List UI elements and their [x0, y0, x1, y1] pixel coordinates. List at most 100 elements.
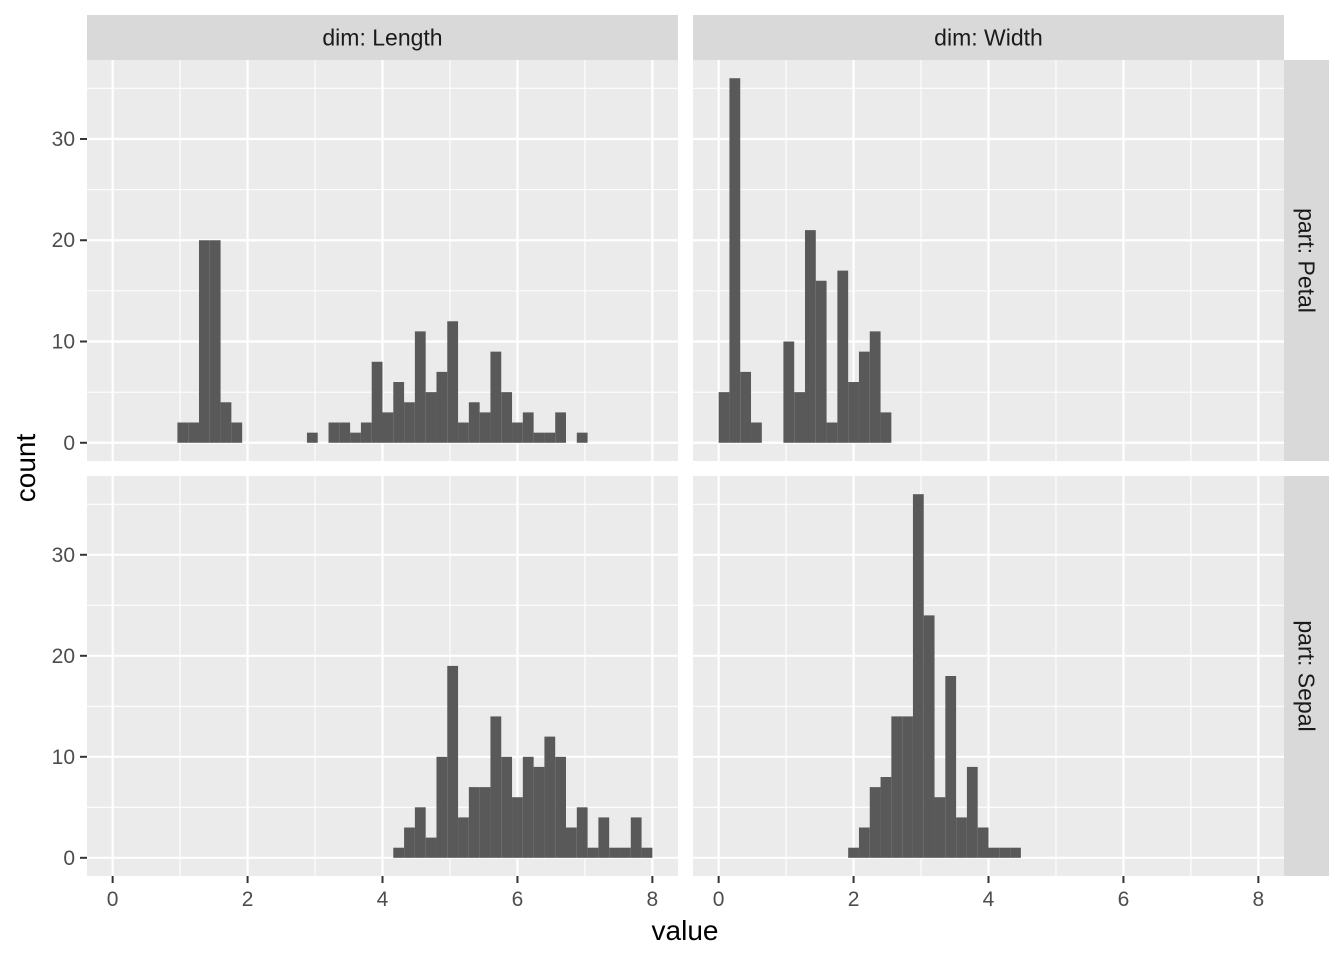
strips-layer: dim: Length dim: Width part: Petal part: Se…: [87, 15, 1329, 876]
strip-column-label: dim: Length: [322, 25, 442, 51]
histogram-bar: [220, 402, 232, 443]
x-tick-label: 8: [647, 888, 659, 911]
histogram-bar: [858, 827, 870, 858]
strip-row-label: part: Sepal: [1294, 620, 1320, 731]
histogram-bar: [393, 847, 405, 858]
histogram-bar: [501, 392, 513, 443]
histogram-bar: [425, 392, 437, 443]
y-tick-label: 20: [52, 645, 75, 668]
histogram-bar: [522, 756, 534, 858]
strip-row-background: [1284, 60, 1329, 461]
histogram-bar: [880, 412, 892, 443]
histogram-bar: [458, 422, 469, 443]
y-tick-label: 10: [52, 746, 75, 769]
x-tick-label: 0: [713, 888, 725, 911]
histogram-bar: [804, 230, 816, 443]
x-tick-label: 8: [1253, 888, 1265, 911]
panel-1-0: [693, 60, 1284, 461]
histogram-bar: [555, 412, 567, 443]
y-tick-label: 20: [52, 229, 75, 252]
histogram-bar: [512, 422, 523, 443]
y-tick-label: 0: [63, 847, 75, 870]
histogram-bar: [977, 827, 989, 858]
histogram-bar: [177, 422, 189, 443]
histogram-bar: [988, 847, 1000, 858]
histogram-bar: [522, 412, 534, 443]
histogram-bar: [544, 736, 556, 858]
histogram-bar: [576, 807, 588, 858]
histogram-bar: [826, 422, 838, 443]
histogram-bar: [794, 392, 805, 443]
histogram-bar: [447, 665, 459, 858]
histogram-bar: [468, 787, 480, 858]
histogram-bar: [436, 371, 448, 443]
histogram-bar: [740, 371, 752, 443]
histogram-bar: [783, 341, 795, 443]
histogram-bar: [880, 777, 892, 858]
histogram-bar: [393, 382, 405, 443]
histogram-bar: [1010, 847, 1021, 858]
histogram-bar: [468, 402, 480, 443]
histogram-bar: [436, 756, 448, 858]
panel-1-1: [693, 476, 1284, 876]
strip-column-background: [693, 15, 1284, 60]
histogram-bar: [328, 422, 340, 443]
x-tick-label: 4: [983, 888, 995, 911]
histogram-bar: [848, 847, 859, 858]
histogram-bar: [490, 716, 502, 858]
histogram-bar: [934, 797, 946, 858]
histogram-bar: [891, 716, 903, 858]
strip-row-label: part: Petal: [1294, 208, 1320, 313]
y-tick-label: 30: [52, 544, 75, 567]
x-tick-label: 2: [848, 888, 860, 911]
histogram-bar: [848, 382, 859, 443]
histogram-bar: [619, 847, 631, 858]
y-tick-label: 10: [52, 331, 75, 354]
panel-0-1: [87, 476, 678, 876]
histogram-bar: [414, 807, 426, 858]
y-tick-label: 30: [52, 128, 75, 151]
histogram-bar: [999, 847, 1011, 858]
histogram-bar: [512, 797, 523, 858]
histogram-bar: [306, 432, 318, 443]
histogram-bar: [533, 766, 545, 858]
histogram-bar: [555, 756, 567, 858]
histogram-bar: [956, 817, 967, 858]
histogram-bar: [587, 847, 599, 858]
strip-column-background: [87, 15, 678, 60]
histogram-bar: [414, 331, 426, 443]
histogram-bar: [609, 847, 620, 858]
y-tick-label: 0: [63, 432, 75, 455]
histogram-bar: [350, 432, 361, 443]
histogram-bar: [490, 351, 502, 443]
x-tick-label: 0: [107, 888, 119, 911]
histogram-bar: [501, 756, 513, 858]
histogram-bar: [533, 432, 545, 443]
histogram-bar: [858, 351, 870, 443]
strip-row-background: [1284, 476, 1329, 876]
histogram-bar: [566, 827, 577, 858]
x-tick-label: 6: [1118, 888, 1130, 911]
histogram-bar: [404, 402, 415, 443]
x-axis-title: value: [652, 915, 719, 946]
panels-layer: [87, 60, 1284, 876]
panel-0-0: [87, 60, 678, 461]
histogram-bar: [209, 240, 221, 443]
histogram-bar: [198, 240, 210, 443]
histogram-bar: [641, 847, 653, 858]
histogram-bar: [188, 422, 199, 443]
histogram-bar: [404, 827, 415, 858]
histogram-bar: [718, 392, 730, 443]
histogram-bar: [869, 787, 881, 858]
x-tick-label: 4: [377, 888, 389, 911]
histogram-bar: [837, 270, 849, 443]
histogram-bar: [458, 817, 469, 858]
histogram-bar: [902, 716, 913, 858]
histogram-bar: [945, 676, 957, 858]
histogram-bar: [966, 766, 978, 858]
y-axis-title: count: [10, 434, 41, 503]
histogram-bar: [544, 432, 556, 443]
histogram-bar: [425, 837, 437, 858]
histogram-bar: [479, 787, 491, 858]
